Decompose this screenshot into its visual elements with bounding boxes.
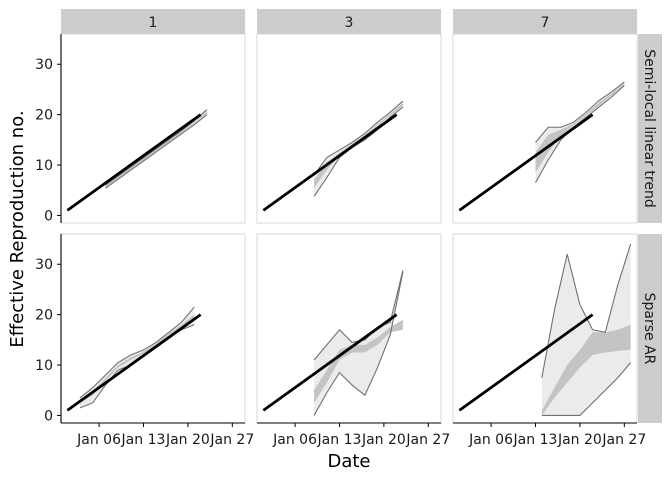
y-tick-label: 20 bbox=[35, 108, 53, 124]
true-value-line bbox=[66, 313, 202, 412]
y-tick-label: 20 bbox=[35, 308, 53, 324]
y-axis-title: Effective Reproduction no. bbox=[7, 110, 28, 347]
y-tick-label: 30 bbox=[35, 57, 53, 73]
facet-row-strip bbox=[638, 234, 662, 423]
facet-strip-label: 1 bbox=[149, 15, 158, 31]
outer-interval-upper-line bbox=[535, 81, 625, 143]
outer-interval-band bbox=[80, 307, 195, 408]
inner-interval-band bbox=[80, 314, 195, 403]
facet-strip bbox=[257, 9, 441, 34]
x-tick-label: Jan 20 bbox=[165, 432, 210, 448]
x-tick-label: Jan 27 bbox=[209, 432, 254, 448]
facet-strip-label: 7 bbox=[541, 15, 550, 31]
facet-row-strip bbox=[638, 34, 662, 223]
true-value-line bbox=[458, 113, 594, 212]
x-tick-label: Jan 13 bbox=[121, 432, 166, 448]
outer-interval-lower-line bbox=[541, 362, 632, 416]
true-value-line bbox=[262, 113, 398, 212]
x-tick-label: Jan 06 bbox=[76, 432, 121, 448]
facet-row-label: Sparse AR bbox=[641, 293, 657, 365]
outer-interval-upper-line bbox=[541, 243, 632, 378]
facet-strip-label: 3 bbox=[345, 15, 354, 31]
facet-strip bbox=[453, 9, 637, 34]
facet-strip bbox=[61, 9, 245, 34]
inner-interval-band bbox=[314, 319, 403, 403]
true-value-line bbox=[66, 113, 202, 212]
x-tick-label: Jan 20 bbox=[361, 432, 406, 448]
x-tick-label: Jan 13 bbox=[513, 432, 558, 448]
x-tick-label: Jan 06 bbox=[272, 432, 317, 448]
y-tick-label: 0 bbox=[44, 208, 53, 224]
true-value-line bbox=[262, 313, 398, 412]
x-tick-label: Jan 06 bbox=[468, 432, 513, 448]
outer-interval-lower-line bbox=[105, 114, 208, 189]
x-axis-title: Date bbox=[327, 451, 370, 472]
inner-interval-band bbox=[541, 324, 631, 416]
outer-interval-upper-line bbox=[313, 100, 404, 176]
facet-row-label: Semi-local linear trend bbox=[641, 49, 657, 208]
y-tick-label: 30 bbox=[35, 257, 53, 273]
y-tick-label: 0 bbox=[44, 408, 53, 424]
inner-interval-band bbox=[105, 111, 207, 188]
x-tick-label: Jan 13 bbox=[317, 432, 362, 448]
outer-interval-lower-line bbox=[313, 271, 404, 416]
x-tick-label: Jan 27 bbox=[601, 432, 646, 448]
x-tick-label: Jan 20 bbox=[557, 432, 602, 448]
outer-interval-upper-line bbox=[79, 306, 195, 399]
inner-interval-band bbox=[535, 82, 625, 173]
x-tick-label: Jan 27 bbox=[405, 432, 450, 448]
true-value-line bbox=[458, 313, 594, 412]
inner-interval-band bbox=[314, 103, 403, 188]
y-tick-label: 10 bbox=[35, 358, 53, 374]
outer-interval-upper-line bbox=[105, 109, 208, 186]
y-tick-label: 10 bbox=[35, 158, 53, 174]
